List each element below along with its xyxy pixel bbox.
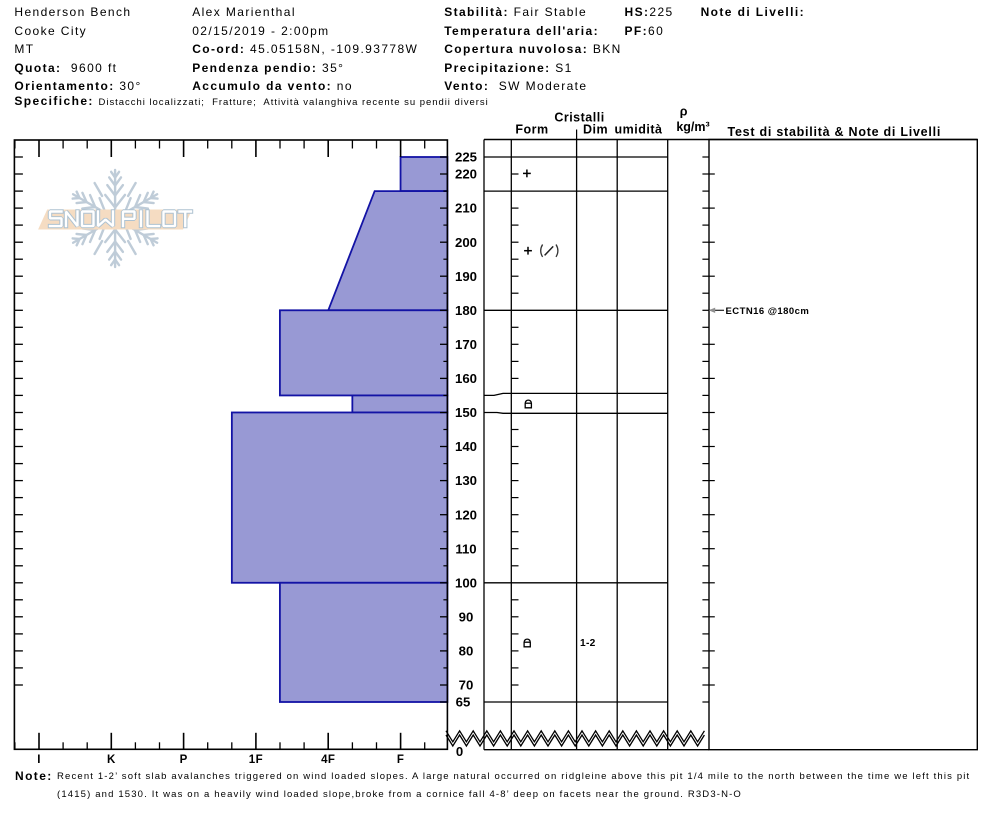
svg-text:120: 120 — [455, 507, 477, 522]
svg-text:200: 200 — [455, 235, 477, 250]
svg-text:1-2: 1-2 — [580, 638, 596, 649]
svg-text:140: 140 — [455, 439, 477, 454]
svg-text:Form: Form — [515, 123, 548, 137]
svg-text:4F: 4F — [321, 754, 335, 766]
svg-text:0: 0 — [456, 744, 463, 759]
svg-text:kg/m³: kg/m³ — [676, 120, 709, 134]
svg-text:70: 70 — [459, 678, 474, 693]
svg-text:100: 100 — [455, 575, 477, 590]
svg-text:umidità: umidità — [615, 123, 663, 137]
svg-text:ECTN16 @180cm: ECTN16 @180cm — [726, 306, 810, 317]
svg-text:P: P — [180, 754, 188, 766]
svg-text:Cristalli: Cristalli — [554, 110, 604, 124]
svg-text:90: 90 — [459, 609, 474, 624]
svg-text:225: 225 — [455, 150, 477, 165]
svg-text:160: 160 — [455, 371, 477, 386]
svg-text:150: 150 — [455, 405, 477, 420]
svg-text:130: 130 — [455, 473, 477, 488]
svg-text:180: 180 — [455, 303, 477, 318]
svg-text:110: 110 — [455, 541, 476, 556]
svg-text:65: 65 — [456, 694, 471, 709]
svg-text:K: K — [107, 754, 116, 766]
svg-text:Test di stabilità & Note di Li: Test di stabilità & Note di Livelli — [728, 125, 942, 139]
svg-text:Dim: Dim — [583, 123, 608, 137]
svg-text:220: 220 — [455, 167, 477, 182]
svg-text:I: I — [37, 754, 41, 766]
svg-text:170: 170 — [455, 337, 477, 352]
svg-text:190: 190 — [455, 269, 477, 284]
svg-text:ρ: ρ — [680, 104, 688, 118]
svg-text:F: F — [397, 754, 404, 766]
svg-text:210: 210 — [455, 201, 477, 216]
svg-text:1F: 1F — [249, 754, 263, 766]
svg-text:80: 80 — [459, 644, 474, 659]
